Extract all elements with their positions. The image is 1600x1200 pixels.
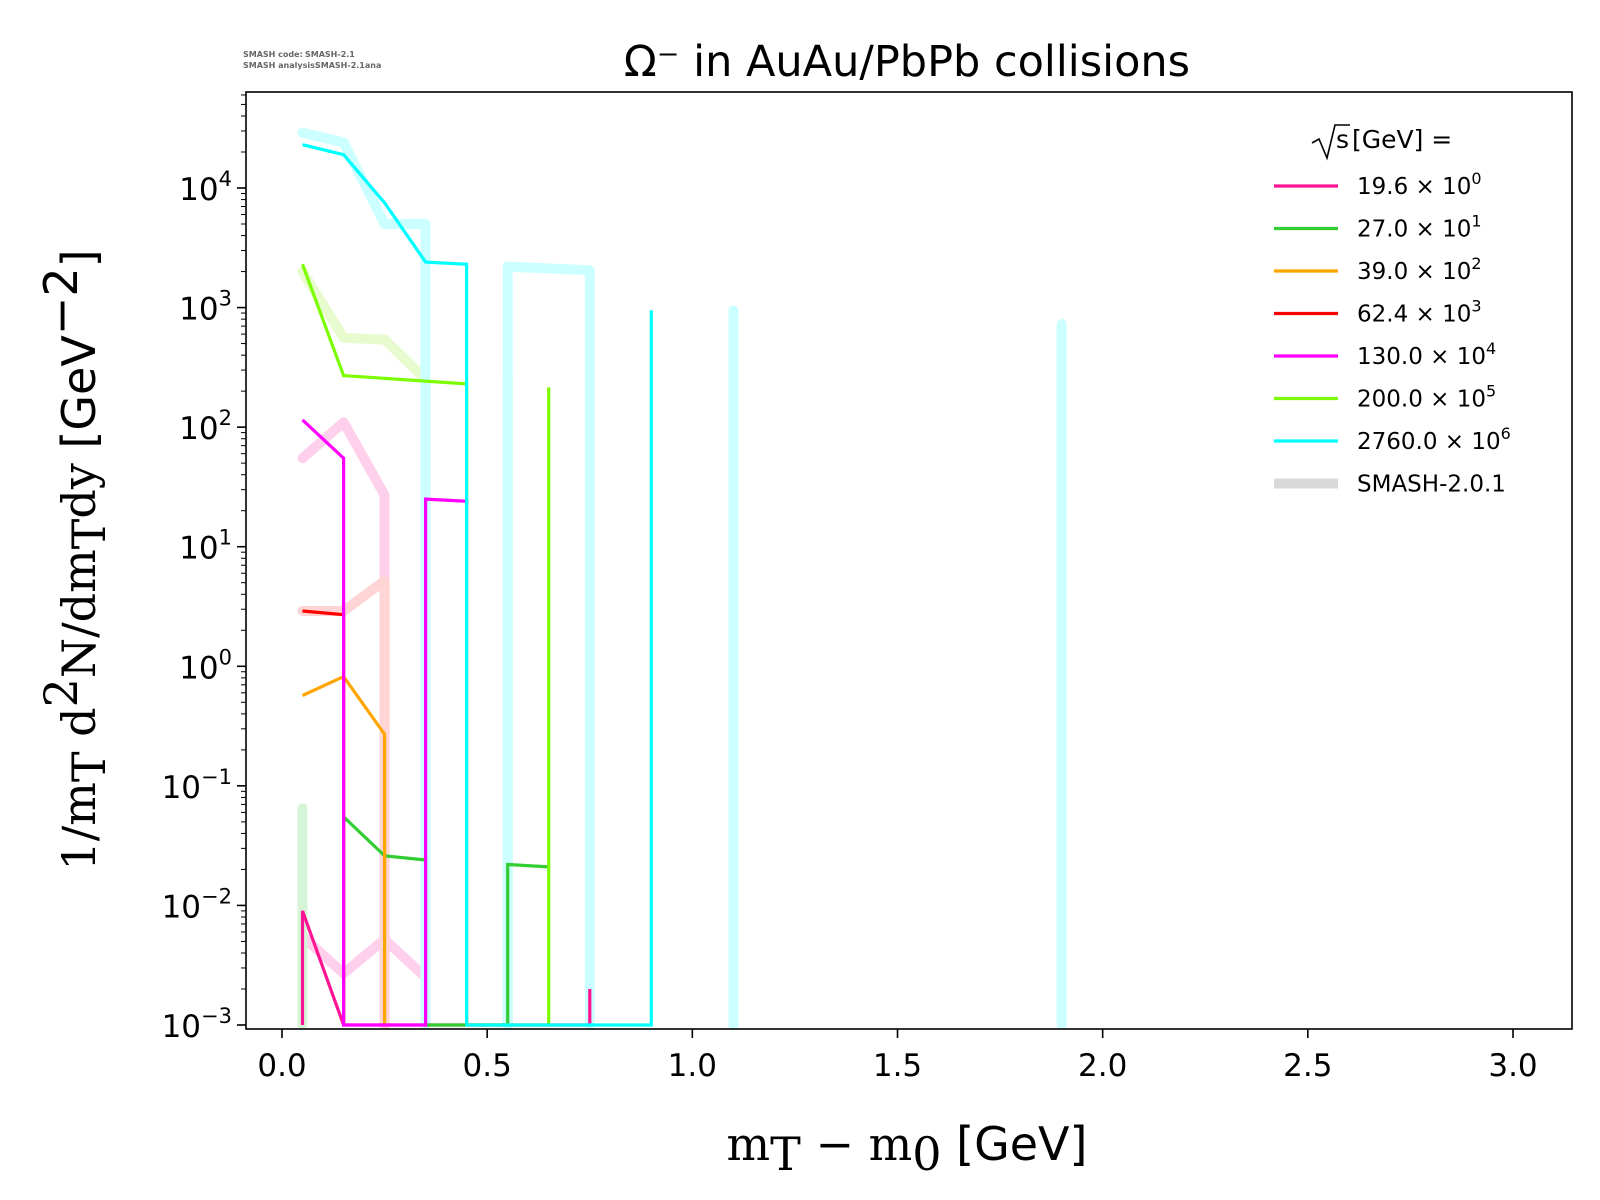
y-label-s2: T bbox=[62, 518, 116, 549]
analysis-value: SMASH-2.1ana bbox=[315, 61, 381, 70]
legend-label-5: 200.0 × 105 bbox=[1357, 382, 1496, 413]
y-label-s1: T bbox=[62, 751, 116, 782]
y-label-unit: [GeV bbox=[52, 335, 106, 464]
reference-line-7 bbox=[502, 261, 595, 1029]
legend-title: s [GeV] = bbox=[1311, 124, 1452, 161]
legend-label-4: 130.0 × 104 bbox=[1357, 339, 1496, 370]
x-label-unit: [GeV] bbox=[942, 1117, 1088, 1171]
reference-line-6 bbox=[297, 127, 431, 1029]
analysis-label: SMASH analysis: bbox=[243, 61, 318, 70]
legend-label-7: SMASH-2.0.1 bbox=[1357, 472, 1506, 498]
legend-label-3: 62.4 × 103 bbox=[1357, 297, 1482, 328]
reference-series-layer bbox=[297, 127, 1067, 1029]
legend-title-s: s bbox=[1336, 125, 1349, 154]
sqrt-symbol bbox=[1311, 124, 1350, 161]
legend: s [GeV] = 19.6 × 100 27.0 × 101 39.0 × 102… bbox=[1274, 124, 1511, 498]
x-label-mid: − m bbox=[801, 1117, 912, 1171]
plot-frame bbox=[245, 91, 1573, 1030]
y-label-unit-end: ] bbox=[52, 249, 106, 267]
y-tick-label-3: 100 bbox=[179, 645, 232, 686]
x-axis-label: mT − m0 [GeV] bbox=[727, 1117, 1088, 1181]
y-label-p4: dy bbox=[52, 463, 106, 518]
y-label-unit-sup: −2 bbox=[34, 267, 88, 335]
y-axis: 10−3 10−2 10−1 100 101 102 103 104 bbox=[162, 94, 246, 1045]
code-value: SMASH-2.1 bbox=[305, 50, 355, 59]
y-tick-label-1: 10−2 bbox=[162, 884, 232, 925]
x-tick-label-5: 2.5 bbox=[1283, 1048, 1332, 1084]
y-tick-label-5: 102 bbox=[179, 406, 232, 447]
legend-label-6: 2760.0 × 106 bbox=[1357, 424, 1511, 455]
y-tick-label-0: 10−3 bbox=[162, 1004, 232, 1045]
chart-title: Ω⁻ in AuAu/PbPb collisions bbox=[624, 37, 1190, 87]
x-tick-label-3: 1.5 bbox=[873, 1048, 922, 1084]
x-label-sub-0: 0 bbox=[912, 1127, 941, 1181]
series-line-2 bbox=[301, 674, 387, 1025]
y-tick-label-7: 104 bbox=[179, 167, 232, 208]
x-label-m: m bbox=[727, 1117, 771, 1171]
x-tick-label-4: 2.0 bbox=[1078, 1048, 1127, 1084]
legend-label-2: 39.0 × 102 bbox=[1357, 254, 1482, 285]
y-label-p1: 1/m bbox=[52, 782, 106, 870]
x-tick-label-1: 0.5 bbox=[463, 1048, 512, 1084]
y-label-p2: d bbox=[52, 707, 106, 751]
legend-title-text: [GeV] = bbox=[1352, 125, 1452, 154]
x-label-sub-t: T bbox=[770, 1127, 801, 1181]
legend-label-0: 19.6 × 100 bbox=[1357, 169, 1482, 200]
reference-line-0 bbox=[297, 931, 431, 983]
x-tick-label-6: 3.0 bbox=[1488, 1048, 1537, 1084]
series-layer bbox=[300, 143, 653, 1027]
x-axis: 0.0 0.5 1.0 1.5 2.0 2.5 3.0 bbox=[257, 1029, 1538, 1084]
y-label-p3: N/dm bbox=[52, 549, 106, 678]
x-tick-label-2: 1.0 bbox=[668, 1048, 717, 1084]
y-label-sup: 2 bbox=[34, 678, 88, 707]
y-tick-label-6: 103 bbox=[179, 287, 232, 328]
code-label: SMASH code: bbox=[243, 50, 303, 59]
y-tick-label-2: 10−1 bbox=[162, 765, 232, 806]
x-tick-label-0: 0.0 bbox=[257, 1048, 306, 1084]
y-tick-label-4: 101 bbox=[179, 526, 232, 567]
y-axis-label: 1/mT d2N/dmTdy [GeV−2] bbox=[34, 249, 116, 870]
series-line-6 bbox=[302, 143, 653, 1027]
legend-label-1: 27.0 × 101 bbox=[1357, 212, 1482, 243]
